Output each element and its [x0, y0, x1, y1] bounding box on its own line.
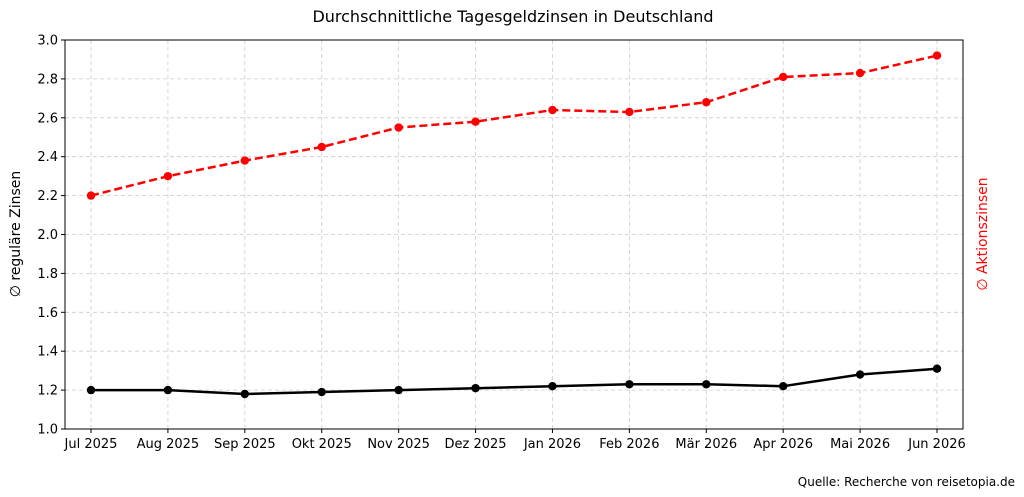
data-point	[932, 364, 942, 373]
y-tick-label: 2.2	[37, 189, 58, 204]
data-point	[163, 171, 173, 181]
y-tick-label: 2.8	[37, 72, 58, 87]
data-point	[317, 142, 326, 152]
data-point	[86, 385, 96, 395]
data-point	[548, 382, 557, 391]
y-tick-label: 1.4	[37, 345, 58, 360]
x-tick-label: Feb 2026	[599, 437, 659, 452]
data-point	[625, 380, 634, 389]
data-point	[163, 385, 173, 395]
source-note: Quelle: Recherche von reisetopia.de	[798, 475, 1015, 489]
x-tick-label: Jul 2025	[64, 437, 118, 452]
x-tick-label: Aug 2025	[137, 437, 200, 452]
data-point	[702, 380, 711, 389]
data-point	[778, 382, 788, 391]
series-line	[91, 367, 938, 396]
x-tick-label: Mär 2026	[675, 437, 737, 452]
data-point	[394, 385, 403, 395]
y-tick-label: 1.8	[37, 267, 58, 282]
x-tick-label: Dez 2025	[445, 437, 507, 452]
y-tick-label: 1.0	[37, 423, 58, 438]
data-point	[471, 117, 480, 126]
data-point	[625, 107, 634, 117]
data-point	[855, 68, 865, 78]
y-tick-label: 2.4	[37, 150, 58, 165]
x-tick-label: Nov 2025	[367, 437, 430, 452]
data-point	[240, 389, 250, 399]
grid	[65, 39, 963, 430]
series	[86, 51, 942, 399]
y-axis-ticks: 1.0 1.2 1.4 1.6 1.8 2.0 2.2 2.4 2.6 2.8 3.0	[37, 34, 65, 438]
series-line	[90, 54, 938, 197]
data-point	[932, 51, 942, 60]
y-axis-label-left: ∅ reguläre Zinsen	[8, 171, 24, 298]
data-point	[471, 383, 480, 393]
data-point	[394, 123, 403, 132]
x-tick-label: Jun 2026	[907, 437, 966, 452]
x-axis-ticks: Jul 2025 Aug 2025 Sep 2025 Okt 2025 Nov 2025…	[64, 429, 966, 452]
x-tick-label: Jan 2026	[523, 437, 581, 452]
data-point	[778, 72, 788, 82]
y-tick-label: 1.6	[37, 306, 58, 321]
x-tick-label: Okt 2025	[292, 437, 352, 452]
x-tick-label: Apr 2026	[753, 437, 813, 452]
series-1	[86, 51, 942, 200]
data-point	[240, 156, 250, 165]
data-point	[86, 191, 96, 200]
data-point	[317, 387, 326, 397]
x-tick-label: Mai 2026	[830, 437, 890, 452]
y-tick-label: 1.2	[37, 384, 58, 399]
y-tick-label: 3.0	[37, 34, 58, 49]
chart-title: Durchschnittliche Tagesgeldzinsen in Deu…	[312, 7, 713, 26]
data-point	[855, 370, 865, 379]
y-tick-label: 2.6	[37, 111, 58, 126]
data-point	[548, 105, 557, 115]
y-axis-label-right: ∅ Aktionszinsen	[975, 177, 991, 290]
series-0	[86, 364, 942, 399]
y-tick-label: 2.0	[37, 228, 58, 243]
x-tick-label: Sep 2025	[214, 437, 276, 452]
data-point	[702, 98, 711, 107]
